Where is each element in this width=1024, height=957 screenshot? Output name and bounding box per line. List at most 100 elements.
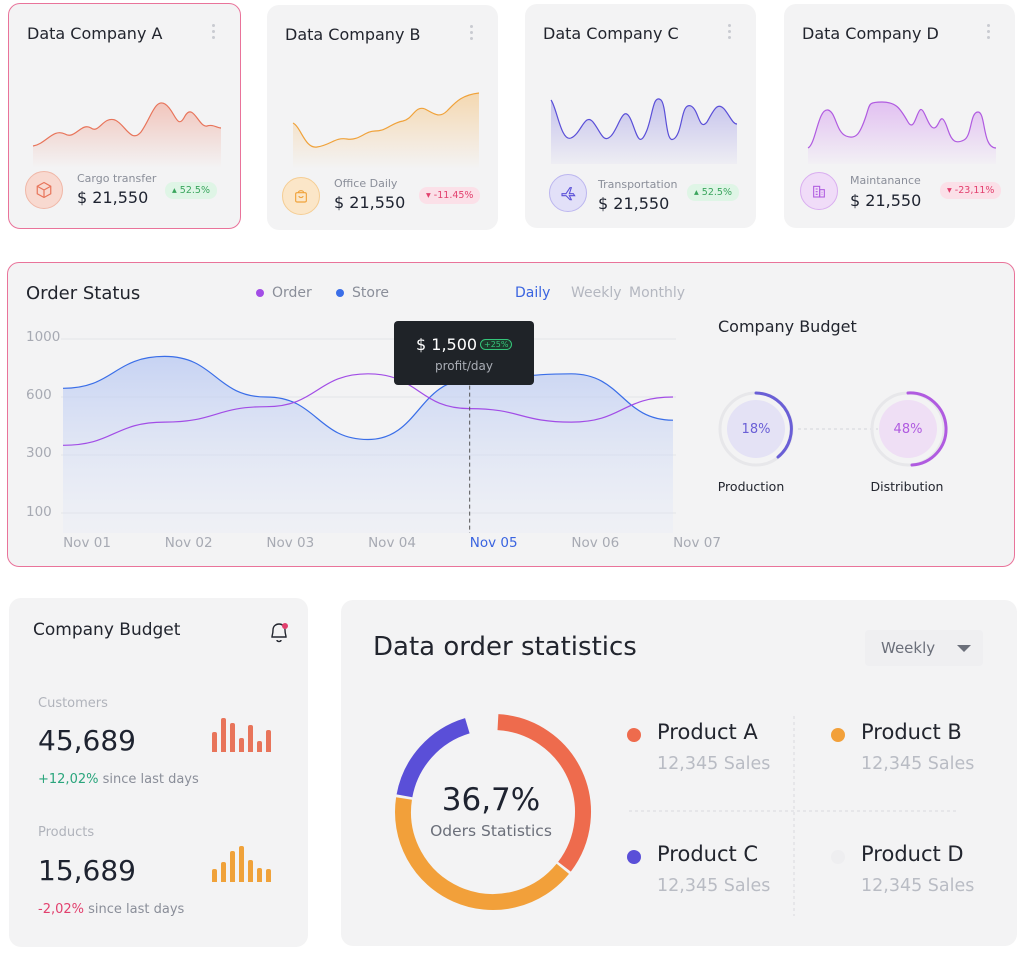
change-suffix: since last days xyxy=(102,772,199,787)
sparkline-chart xyxy=(292,92,480,169)
mini-bar xyxy=(266,869,271,882)
change-badge: ▾ -23,11% xyxy=(940,182,1002,199)
airplane-icon xyxy=(549,174,587,212)
donut-center-value: 36,7% xyxy=(441,782,541,818)
x-tick-label: Nov 02 xyxy=(164,535,213,551)
shopping-bag-icon xyxy=(282,177,320,215)
tab-daily[interactable]: Daily xyxy=(515,285,551,301)
gauge-label: Production xyxy=(717,479,785,494)
change-value: +12,02% xyxy=(38,772,99,787)
kpi-value: $ 21,550 xyxy=(850,191,922,210)
product-name: Product C xyxy=(657,842,759,866)
x-tick-label: Nov 03 xyxy=(266,535,315,551)
mini-bar xyxy=(212,869,217,882)
legend-dot xyxy=(627,728,641,742)
mini-bar xyxy=(230,851,235,882)
order-status-line-chart xyxy=(61,338,676,533)
stat-value: 45,689 xyxy=(38,724,136,757)
stat-label: Customers xyxy=(38,696,108,711)
more-options-icon[interactable] xyxy=(987,24,991,39)
stat-change: +12,02% since last days xyxy=(38,772,199,787)
kpi-card-company-b[interactable]: Data Company B Office Daily $ 21,550 ▾ -… xyxy=(267,5,498,230)
order-donut-chart xyxy=(395,714,591,910)
legend-item-store[interactable]: Store xyxy=(336,285,389,301)
product-sales: 12,345 Sales xyxy=(861,754,975,774)
kpi-card-company-d[interactable]: Data Company D Maintanance $ 21,550 ▾ -2… xyxy=(784,4,1015,228)
donut-segment xyxy=(395,797,569,910)
mini-bar xyxy=(239,738,244,752)
mini-bar xyxy=(221,862,226,882)
x-tick-label: Nov 05 xyxy=(469,535,518,551)
x-tick-label: Nov 01 xyxy=(63,535,111,551)
card-title: Data Company C xyxy=(543,24,679,43)
kpi-value: $ 21,550 xyxy=(334,193,406,212)
building-icon xyxy=(800,172,838,210)
legend-dot xyxy=(831,850,845,864)
legend-label: Store xyxy=(352,285,390,301)
kpi-label: Maintanance xyxy=(850,174,921,187)
legend-dot xyxy=(831,728,845,742)
x-tick-label: Nov 07 xyxy=(673,535,721,551)
gauge-value: 48% xyxy=(893,421,923,437)
mini-bar-chart xyxy=(212,716,271,752)
tooltip-label: profit/day xyxy=(434,359,493,373)
order-status-panel: Order Status Order Store Daily Weekly Mo… xyxy=(7,262,1015,567)
more-options-icon[interactable] xyxy=(728,24,732,39)
product-sales: 12,345 Sales xyxy=(657,876,771,896)
y-tick-label: 300 xyxy=(26,445,52,461)
legend-dot xyxy=(627,850,641,864)
legend-dot xyxy=(256,289,264,297)
sparkline-chart xyxy=(32,102,221,168)
tooltip-badge: +25% xyxy=(480,339,513,350)
legend-divider-horizontal xyxy=(629,810,959,812)
product-sales: 12,345 Sales xyxy=(657,754,771,774)
stat-change: -2,02% since last days xyxy=(38,902,184,917)
kpi-value: $ 21,550 xyxy=(77,188,149,207)
mini-bar xyxy=(266,730,271,752)
gauge-value: 18% xyxy=(741,421,771,437)
more-options-icon[interactable] xyxy=(212,24,216,39)
mini-bar xyxy=(248,860,253,882)
change-badge: ▾ -11.45% xyxy=(419,187,481,204)
card-title: Data Company A xyxy=(27,24,163,43)
company-budget-card: Company Budget Customers 45,689 +12,02% … xyxy=(9,598,308,947)
kpi-card-company-a[interactable]: Data Company A Cargo transfer $ 21,550 ▴… xyxy=(8,3,241,229)
gauge-connector xyxy=(798,428,878,430)
legend-item-order[interactable]: Order xyxy=(256,285,312,301)
change-suffix: since last days xyxy=(88,902,185,917)
mini-bar xyxy=(230,723,235,752)
tab-weekly[interactable]: Weekly xyxy=(571,285,622,301)
period-dropdown[interactable]: Weekly xyxy=(865,630,983,666)
stat-value: 15,689 xyxy=(38,854,136,887)
kpi-label: Cargo transfer xyxy=(77,172,157,185)
legend-dot xyxy=(336,289,344,297)
sparkline-chart xyxy=(550,98,738,164)
y-tick-label: 600 xyxy=(26,387,52,403)
kpi-value: $ 21,550 xyxy=(598,194,670,213)
company-budget-title: Company Budget xyxy=(718,317,857,336)
notification-bell-icon[interactable] xyxy=(268,620,290,644)
tooltip-value: $ 1,500 xyxy=(416,335,478,354)
product-name: Product D xyxy=(861,842,964,866)
cube-icon xyxy=(25,171,63,209)
kpi-card-company-c[interactable]: Data Company C Transportation $ 21,550 ▴… xyxy=(525,4,756,228)
donut-segment xyxy=(396,718,470,798)
chart-tooltip: $ 1,500 +25% profit/day xyxy=(394,321,534,385)
distribution-gauge: 48% xyxy=(868,389,948,469)
more-options-icon[interactable] xyxy=(470,25,474,40)
chevron-down-icon xyxy=(957,644,972,652)
card-title: Company Budget xyxy=(33,620,181,640)
dropdown-value: Weekly xyxy=(881,639,936,657)
sparkline-chart xyxy=(807,101,996,164)
product-name: Product B xyxy=(861,720,962,744)
product-name: Product A xyxy=(657,720,758,744)
y-tick-label: 100 xyxy=(26,504,52,520)
change-value: -2,02% xyxy=(38,902,84,917)
x-tick-label: Nov 04 xyxy=(368,535,416,551)
mini-bar xyxy=(221,718,226,752)
tab-monthly[interactable]: Monthly xyxy=(629,285,686,301)
mini-bar-chart xyxy=(212,846,271,882)
mini-bar xyxy=(248,725,253,752)
donut-center-label: Oders Statistics xyxy=(430,822,552,840)
card-title: Data Company B xyxy=(285,25,421,44)
